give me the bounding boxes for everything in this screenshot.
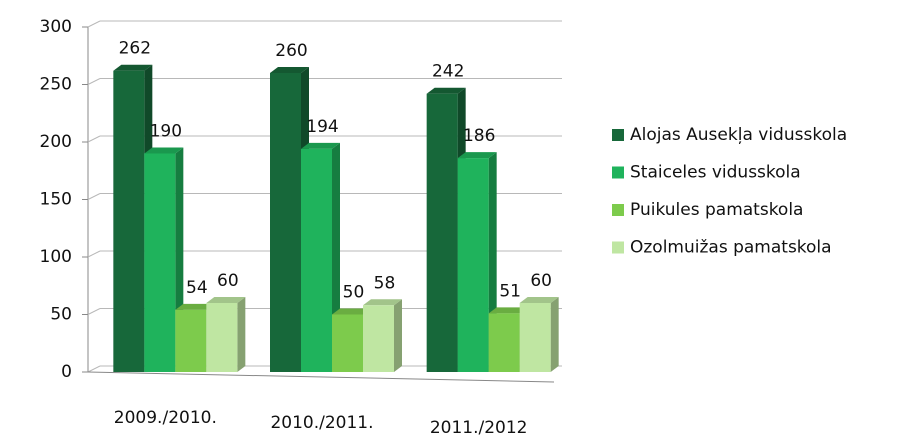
bar-top xyxy=(457,152,497,159)
bar xyxy=(206,303,238,372)
bar xyxy=(363,305,394,372)
bar xyxy=(270,73,301,372)
grid-line xyxy=(87,365,101,373)
legend-label: Staiceles vidusskola xyxy=(630,163,801,183)
x-tick-label: 2010./2011. xyxy=(270,413,373,433)
legend-label: Ozolmuižas pamatskola xyxy=(630,238,832,258)
data-label: 60 xyxy=(530,271,552,291)
bar xyxy=(519,303,551,372)
bar-top xyxy=(175,303,215,310)
legend-swatch xyxy=(612,166,624,179)
y-tick-label: 50 xyxy=(50,305,72,325)
data-label: 54 xyxy=(186,278,208,298)
bar xyxy=(426,93,458,372)
data-label: 58 xyxy=(374,273,396,293)
bar xyxy=(113,70,145,372)
legend-swatch xyxy=(612,129,624,141)
bar xyxy=(144,153,176,372)
grid-line xyxy=(87,20,101,28)
x-tick-label: 2011./2012 xyxy=(430,418,528,438)
bar-top xyxy=(488,307,528,314)
bar-top xyxy=(270,67,309,73)
y-tick-label: 100 xyxy=(40,247,72,267)
legend-label: Alojas Ausekļa vidusskola xyxy=(630,125,847,145)
data-label: 190 xyxy=(150,122,182,142)
bar xyxy=(488,313,520,372)
axis-line xyxy=(87,371,555,383)
x-tick-label: 2009./2010. xyxy=(114,408,217,428)
bar xyxy=(175,309,207,372)
data-label: 186 xyxy=(463,126,495,146)
bar-side xyxy=(237,297,246,372)
bar xyxy=(301,148,332,372)
bar-side xyxy=(394,299,402,372)
data-label: 60 xyxy=(217,271,239,291)
bar-top xyxy=(332,308,371,315)
data-label: 194 xyxy=(306,117,338,137)
y-tick-label: 300 xyxy=(40,17,72,37)
legend-swatch xyxy=(612,204,624,216)
bar-side xyxy=(550,297,559,372)
data-label: 242 xyxy=(432,62,464,82)
bar-top xyxy=(206,297,246,303)
bar-top xyxy=(113,64,153,71)
legend-swatch xyxy=(612,241,624,254)
bar-top xyxy=(144,147,184,154)
data-label: 51 xyxy=(499,281,521,301)
bar-top xyxy=(426,87,466,94)
y-tick-label: 250 xyxy=(40,75,72,95)
bar-top xyxy=(519,297,559,303)
grid-line xyxy=(87,78,101,85)
data-label: 260 xyxy=(275,41,307,61)
y-tick-label: 150 xyxy=(40,190,72,210)
data-label: 262 xyxy=(119,39,151,59)
y-tick-label: 200 xyxy=(40,132,72,152)
grid-line xyxy=(87,250,101,258)
grid-line xyxy=(87,193,101,200)
legend-label: Puikules pamatskola xyxy=(630,200,803,220)
grid-line xyxy=(87,135,101,143)
bar-top xyxy=(301,142,340,149)
grid-line xyxy=(87,308,101,315)
y-tick-label: 0 xyxy=(61,362,72,382)
bar xyxy=(332,314,363,372)
bar xyxy=(457,158,489,372)
data-label: 50 xyxy=(343,283,365,303)
bar-top xyxy=(363,299,402,306)
